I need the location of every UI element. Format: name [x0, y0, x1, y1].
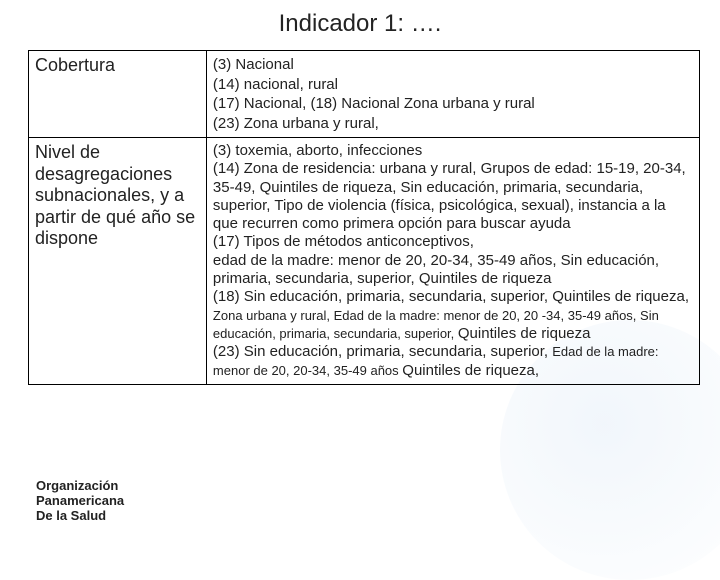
row-label: Cobertura — [29, 51, 207, 138]
indicator-table: Cobertura (3) Nacional(14) nacional, rur… — [28, 50, 700, 385]
org-footer: Organización Panamericana De la Salud — [36, 479, 124, 524]
table-row: Cobertura (3) Nacional(14) nacional, rur… — [29, 51, 700, 138]
org-line: De la Salud — [36, 509, 124, 524]
row-content: (3) Nacional(14) nacional, rural(17) Nac… — [206, 51, 699, 138]
row-content: (3) toxemia, aborto, infecciones(14) Zon… — [206, 138, 699, 385]
row-label: Nivel de desagregaciones subnacionales, … — [29, 138, 207, 385]
org-line: Organización — [36, 479, 124, 494]
page-title: Indicador 1: …. — [0, 0, 720, 46]
table-row: Nivel de desagregaciones subnacionales, … — [29, 138, 700, 385]
org-line: Panamericana — [36, 494, 124, 509]
